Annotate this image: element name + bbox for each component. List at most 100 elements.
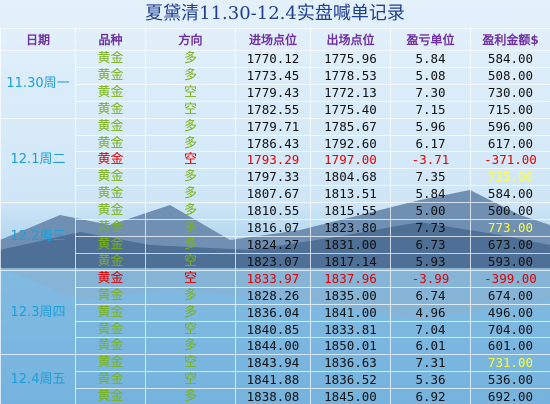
date-cell: 12.4周五 <box>0 354 76 404</box>
cell: 多 <box>145 168 236 187</box>
cell: 1850.01 <box>310 337 391 356</box>
cell: 1779.71 <box>235 117 311 136</box>
cell: 6.73 <box>390 235 471 254</box>
record-row: 黄金多 1797.33 1804.68 7.35 735.00 <box>1 168 550 187</box>
cell: 1836.63 <box>310 354 391 373</box>
cell: 1797.00 <box>310 151 391 170</box>
record-row: 黄金多 1844.00 1850.01 6.01 601.00 <box>1 337 550 356</box>
cell: 多 <box>145 337 236 356</box>
record-row: 黄金多 1786.43 1792.60 6.17 617.00 <box>1 134 550 153</box>
column-header: 盈亏单位 <box>390 28 471 51</box>
cell: 500.00 <box>470 202 550 221</box>
cell: 584.00 <box>470 50 550 68</box>
cell: 1804.68 <box>310 168 391 187</box>
cell: 多 <box>145 66 236 85</box>
cell: 715.00 <box>470 100 550 119</box>
cell: 1782.55 <box>235 100 311 119</box>
cell: 黄金 <box>75 151 146 170</box>
cell: 空 <box>145 320 236 339</box>
cell: 1770.12 <box>235 50 311 68</box>
cell: -3.71 <box>390 151 471 170</box>
record-row: 黄金空 1782.55 1775.40 7.15 715.00 <box>1 100 550 119</box>
cell: 673.00 <box>470 235 550 254</box>
cell: 多 <box>145 134 236 153</box>
cell: 黄金 <box>75 168 146 187</box>
cell: -3.99 <box>390 269 471 288</box>
cell: 多 <box>145 388 236 404</box>
record-row: 黄金空 1823.07 1817.14 5.93 593.00 <box>1 252 550 271</box>
record-row: 黄金多 1773.45 1778.53 5.08 508.00 <box>1 66 550 85</box>
cell: 1778.53 <box>310 66 391 85</box>
cell: 6.17 <box>390 134 471 153</box>
record-row: 12.4周五 黄金空 1843.94 1836.63 7.31 731.00 <box>0 354 550 404</box>
cell: 1797.33 <box>235 168 311 187</box>
column-header: 方向 <box>145 28 236 51</box>
cell: 黄金 <box>75 371 146 390</box>
cell: 1775.40 <box>310 100 391 119</box>
cell: 1844.00 <box>235 337 311 356</box>
column-header: 品种 <box>75 28 146 51</box>
record-row: 12.3周四 黄金空 1833.97 1837.96 -3.99 -399.00 <box>0 269 550 356</box>
cell: 黄金 <box>75 66 146 85</box>
cell: 730.00 <box>470 83 550 102</box>
cell: 601.00 <box>470 337 550 356</box>
cell: 7.15 <box>390 100 471 119</box>
cell: 黄金 <box>75 185 146 204</box>
cell: 空 <box>145 100 236 119</box>
cell: 1828.26 <box>235 286 311 305</box>
cell: 1807.67 <box>235 185 311 204</box>
cell: -399.00 <box>470 269 550 288</box>
record-row: 黄金多 1816.07 1823.80 7.73 773.00 <box>1 219 550 237</box>
date-cell: 12.2周三 <box>0 202 76 271</box>
cell: 1843.94 <box>235 354 311 373</box>
cell: 黄金 <box>75 320 146 339</box>
cell: 1841.88 <box>235 371 311 390</box>
cell: 1786.43 <box>235 134 311 153</box>
cell: 6.01 <box>390 337 471 356</box>
record-row: 黄金空 1841.88 1836.52 5.36 536.00 <box>1 371 550 390</box>
cell: 1836.04 <box>235 303 311 322</box>
cell: 536.00 <box>470 371 550 390</box>
cell: 1845.00 <box>310 388 391 404</box>
column-header: 进场点位 <box>235 28 311 51</box>
cell: 1772.13 <box>310 83 391 102</box>
cell: 617.00 <box>470 134 550 153</box>
cell: 1840.85 <box>235 320 311 339</box>
cell: 596.00 <box>470 117 550 136</box>
column-header: 出场点位 <box>310 28 391 51</box>
header-row: 日期 品种 方向 进场点位 出场点位 盈亏单位 盈利金额$ <box>0 28 550 51</box>
cell: 1779.43 <box>235 83 311 102</box>
cell: 1813.51 <box>310 185 391 204</box>
cell: 1810.55 <box>235 202 311 221</box>
cell: 多 <box>145 235 236 254</box>
cell: 5.36 <box>390 371 471 390</box>
cell: 黄金 <box>75 269 146 288</box>
record-row: 黄金多 1836.04 1841.00 4.96 496.00 <box>1 303 550 322</box>
column-header: 盈利金额$ <box>470 28 550 51</box>
cell: 5.84 <box>390 185 471 204</box>
cell: 黄金 <box>75 286 146 305</box>
cell: 多 <box>145 303 236 322</box>
cell: 1837.96 <box>310 269 391 288</box>
cell: 黄金 <box>75 202 146 221</box>
cell: 1836.52 <box>310 371 391 390</box>
cell: 1838.08 <box>235 388 311 404</box>
cell: 黄金 <box>75 235 146 254</box>
date-cell: 12.1周二 <box>0 117 76 204</box>
cell: 7.73 <box>390 219 471 237</box>
record-row: 黄金空 1840.85 1833.81 7.04 704.00 <box>1 320 550 339</box>
cell: 6.74 <box>390 286 471 305</box>
cell: 1831.00 <box>310 235 391 254</box>
cell: 黄金 <box>75 219 146 237</box>
cell: 593.00 <box>470 252 550 271</box>
cell: 1823.80 <box>310 219 391 237</box>
record-row: 11.30周一 黄金多 1770.12 1775.96 5.84 584.00 <box>0 50 550 119</box>
cell: 773.00 <box>470 219 550 237</box>
cell: 多 <box>145 117 236 136</box>
record-table: 日期 品种 方向 进场点位 出场点位 盈亏单位 盈利金额$ 11.30周一 黄金多 1770.1… <box>0 28 550 404</box>
cell: 黄金 <box>75 83 146 102</box>
cell: 1833.97 <box>235 269 311 288</box>
cell: 1775.96 <box>310 50 391 68</box>
cell: 508.00 <box>470 66 550 85</box>
